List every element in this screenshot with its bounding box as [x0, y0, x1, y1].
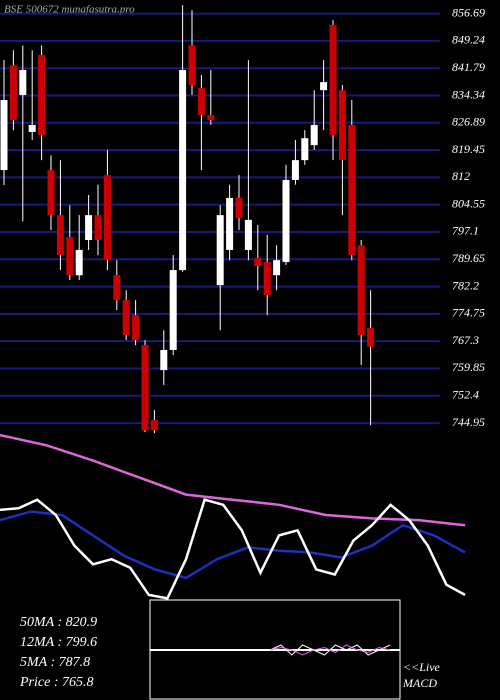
candle-body: [310, 124, 318, 146]
candle-body: [85, 215, 93, 241]
candle-body: [338, 90, 346, 161]
candle-body: [207, 115, 215, 121]
candle-body: [367, 327, 375, 347]
candle-body: [103, 175, 111, 261]
candle-body: [357, 245, 365, 335]
y-tick-label: 759.85: [452, 360, 485, 374]
candle-body: [47, 170, 55, 216]
candle-body: [273, 260, 281, 276]
summary-label: Price : 765.8: [19, 675, 93, 690]
candle-body: [226, 197, 234, 250]
candle-body: [282, 179, 290, 263]
macd-line: [269, 644, 391, 656]
y-tick-label: 819.45: [452, 142, 485, 156]
summary-label: 5MA : 787.8: [20, 655, 90, 670]
candle-body: [197, 87, 205, 116]
candle-body: [141, 345, 149, 431]
y-tick-label: 789.65: [452, 251, 485, 265]
candle-body: [122, 300, 130, 335]
y-tick-label: 752.4: [452, 388, 479, 402]
candle-body: [329, 24, 337, 136]
candle-body: [132, 315, 140, 341]
candle-body: [320, 82, 328, 91]
y-tick-label: 826.89: [452, 115, 485, 129]
indicator-line: [0, 510, 466, 580]
candle-body: [94, 215, 102, 241]
candle-body: [254, 257, 262, 267]
candle-body: [235, 197, 243, 219]
candle-body: [301, 138, 309, 161]
candle-body: [188, 45, 196, 86]
y-tick-label: 782.2: [452, 278, 479, 292]
candle-body: [28, 124, 36, 132]
candle-body: [38, 54, 46, 136]
candle-body: [263, 262, 271, 296]
candle-body: [56, 215, 64, 256]
candle-body: [113, 275, 121, 301]
candle-body: [19, 69, 27, 95]
macd-label: MACD: [402, 676, 437, 690]
indicator-line: [0, 433, 466, 527]
y-tick-label: 804.55: [452, 196, 485, 210]
y-tick-label: 744.95: [452, 415, 485, 429]
candle-body: [160, 349, 168, 371]
candle-body: [75, 249, 83, 276]
candle-body: [169, 270, 177, 350]
y-tick-label: 834.34: [452, 87, 485, 101]
summary-label: 12MA : 799.6: [20, 635, 97, 650]
y-tick-label: 797.1: [452, 224, 479, 238]
y-tick-label: 774.75: [452, 306, 485, 320]
summary-label: 50MA : 820.9: [20, 615, 97, 630]
candle-body: [66, 237, 74, 276]
candle-body: [179, 69, 187, 271]
y-tick-label: 841.79: [452, 60, 485, 74]
watermark: BSE 500672 munafasutra.pro: [4, 4, 135, 16]
candle-body: [9, 65, 17, 121]
y-tick-label: 812: [452, 169, 470, 183]
candle-body: [244, 219, 252, 250]
candle-body: [216, 215, 224, 286]
candle-body: [291, 160, 299, 180]
candle-body: [0, 100, 8, 171]
y-tick-label: 849.24: [452, 33, 485, 47]
y-tick-label: 767.3: [452, 333, 479, 347]
indicator-line: [0, 498, 466, 600]
y-tick-label: 856.69: [452, 5, 485, 19]
candle-body: [150, 419, 158, 431]
candle-body: [348, 124, 356, 256]
macd-label: <<Live: [403, 660, 441, 674]
